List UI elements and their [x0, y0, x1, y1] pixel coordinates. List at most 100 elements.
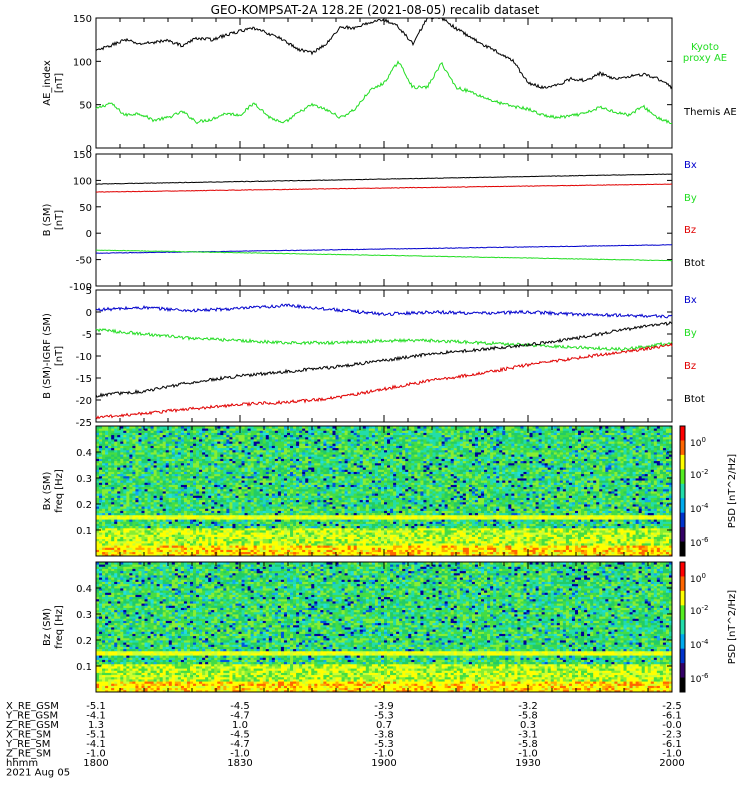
- spectrogram-cell: [274, 553, 279, 557]
- spectrogram-cell: [114, 532, 118, 535]
- spectrogram-cell: [153, 530, 158, 533]
- spectrogram-cell: [596, 545, 600, 548]
- spectrogram-cell: [126, 551, 130, 555]
- spectrogram-cell: [459, 540, 464, 544]
- spectrogram-cell: [244, 553, 248, 557]
- spectrogram-cell: [662, 547, 667, 550]
- spectrogram-cell: [223, 527, 227, 531]
- spectrogram-cell: [474, 534, 479, 537]
- spectrogram-cell: [650, 534, 655, 537]
- spectrogram-cell: [350, 538, 355, 542]
- spectrogram-cell: [335, 532, 339, 535]
- spectrogram-cell: [544, 536, 549, 540]
- spectrogram-cell: [111, 540, 115, 544]
- spectrogram-cell: [362, 530, 367, 533]
- spectrogram-cell: [368, 536, 373, 540]
- spectrogram-cell: [444, 553, 449, 557]
- spectrogram-cell: [584, 534, 588, 537]
- spectrogram-cell: [208, 527, 212, 531]
- spectrogram-cell: [117, 532, 121, 535]
- spectrogram-cell: [377, 530, 382, 533]
- spectrogram-cell: [532, 545, 536, 548]
- spectrogram-cell: [529, 536, 533, 540]
- spectrogram-cell: [180, 527, 185, 531]
- spectrogram-cell: [341, 547, 345, 550]
- spectrogram-cell: [402, 545, 406, 548]
- spectrogram-cell: [571, 532, 576, 535]
- spectrogram-cell: [617, 547, 621, 550]
- spectrogram-cell: [338, 551, 342, 555]
- spectrogram-cell: [268, 549, 273, 553]
- spectrogram-cell: [226, 551, 230, 555]
- spectrogram-cell: [305, 545, 309, 548]
- spectrogram-cell: [277, 540, 282, 544]
- spectrogram-cell: [414, 536, 418, 540]
- spectrogram-cell: [393, 543, 397, 546]
- spectrogram-cell: [241, 543, 245, 546]
- spectrogram-cell: [208, 547, 212, 550]
- spectrogram-cell: [390, 551, 394, 555]
- spectrogram-cell: [614, 530, 618, 533]
- spectrogram-cell: [450, 547, 455, 550]
- spectrogram-cell: [384, 532, 388, 535]
- spectrogram-cell: [308, 553, 312, 557]
- spectrogram-cell: [274, 551, 279, 555]
- spectrogram-cell: [271, 549, 276, 553]
- spectrogram-cell: [517, 538, 521, 542]
- spectrogram-cell: [632, 530, 637, 533]
- spectrogram-cell: [226, 532, 230, 535]
- spectrogram-cell: [199, 527, 203, 531]
- spectrogram-cell: [550, 545, 555, 548]
- spectrogram-cell: [226, 547, 230, 550]
- spectrogram-cell: [593, 551, 597, 555]
- spectrogram-cell: [462, 540, 467, 544]
- spectrogram-cell: [256, 540, 261, 544]
- spectrogram-cell: [568, 549, 573, 553]
- spectrogram-cell: [290, 551, 294, 555]
- spectrogram-cell: [108, 549, 112, 553]
- spectrogram-cell: [138, 536, 142, 540]
- spectrogram-cell: [602, 530, 606, 533]
- spectrogram-cell: [599, 543, 603, 546]
- spectrogram-cell: [147, 549, 151, 553]
- spectrogram-cell: [147, 538, 151, 542]
- spectrogram-cell: [241, 551, 245, 555]
- spectrogram-cell: [259, 536, 264, 540]
- spectrogram-cell: [611, 538, 615, 542]
- spectrogram-cell: [262, 545, 267, 548]
- spectrogram-cell: [411, 549, 415, 553]
- spectrogram-cell: [399, 540, 403, 544]
- spectrogram-cell: [165, 551, 170, 555]
- spectrogram-cell: [490, 553, 494, 557]
- spectrogram-cell: [193, 551, 197, 555]
- spectrogram-cell: [223, 532, 227, 535]
- spectrogram-cell: [650, 547, 655, 550]
- spectrogram-cell: [562, 530, 567, 533]
- spectrogram-cell: [390, 530, 394, 533]
- spectrogram-cell: [547, 534, 552, 537]
- spectrogram-cell: [532, 551, 536, 555]
- spectrogram-cell: [259, 538, 264, 542]
- spectrogram-cell: [596, 553, 600, 557]
- spectrogram-cell: [635, 538, 640, 542]
- spectrogram-cell: [417, 551, 421, 555]
- spectrogram-cell: [168, 547, 173, 550]
- spectrogram-cell: [135, 530, 139, 533]
- spectrogram-cell: [638, 540, 643, 544]
- spectrogram-cell: [535, 538, 540, 542]
- y-tick-label: 100: [73, 57, 92, 68]
- spectrogram-cell: [629, 549, 633, 553]
- spectrogram-cell: [344, 553, 349, 557]
- spectrogram-cell: [290, 547, 294, 550]
- spectrogram-cell: [584, 543, 588, 546]
- series-line-themis-ae: [95, 17, 673, 90]
- spectrogram-cell: [238, 534, 242, 537]
- spectrogram-cell: [256, 543, 261, 546]
- spectrogram-cell: [177, 549, 182, 553]
- spectrogram-cell: [135, 545, 139, 548]
- spectrogram-cell: [189, 530, 194, 533]
- spectrogram-cell: [268, 536, 273, 540]
- spectrogram-cell: [280, 527, 285, 531]
- spectrogram-cell: [453, 549, 458, 553]
